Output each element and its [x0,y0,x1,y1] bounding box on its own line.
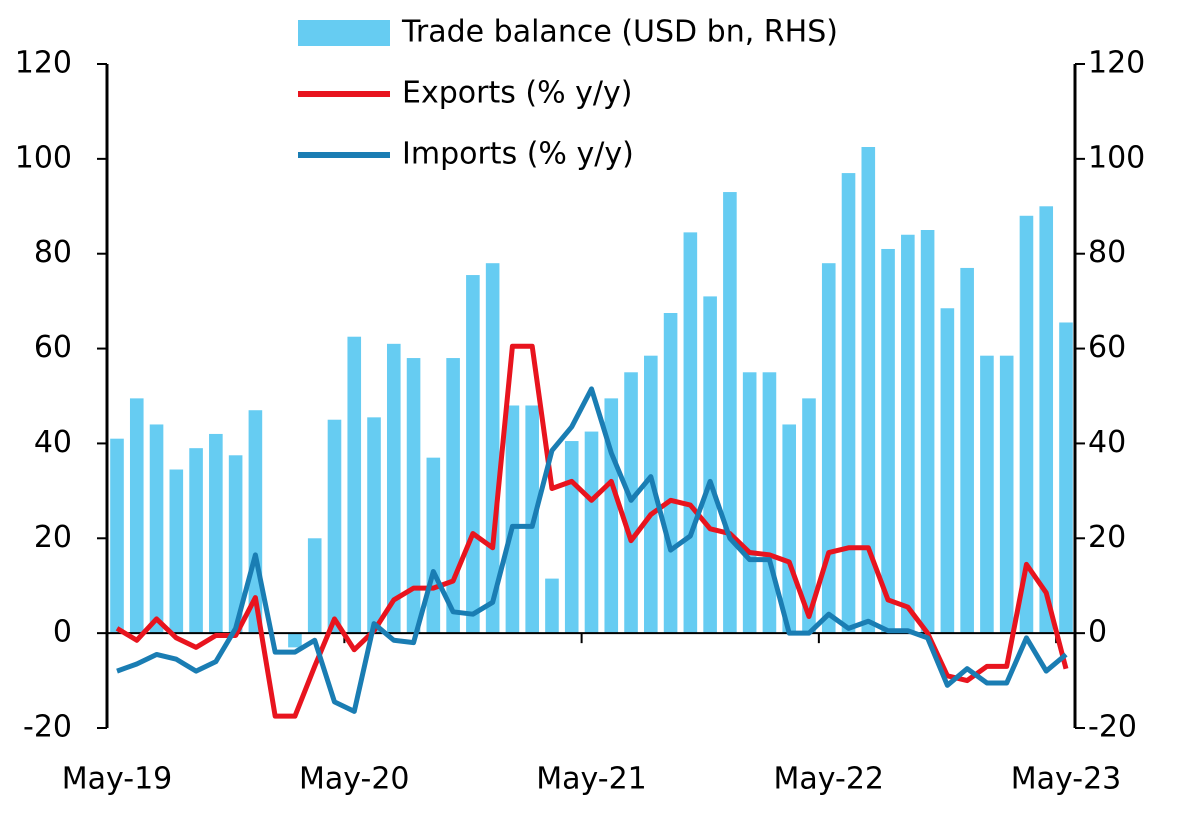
bar [644,355,658,634]
bar [584,431,599,634]
bar [426,457,441,634]
legend-label: Exports (% y/y) [402,76,632,111]
y2-tick-label: 60 [1088,330,1126,365]
y2-tick-label: 100 [1088,140,1145,175]
bar [386,343,401,634]
bar [723,192,737,634]
bar [209,433,223,634]
bar [327,419,342,634]
y-tick-label: 100 [15,140,72,175]
bar [980,355,994,634]
bar [564,441,579,634]
bar [920,230,935,634]
bar [446,358,460,634]
bar [1039,206,1054,634]
line [116,386,1068,714]
legend-label: Imports (% y/y) [402,137,634,172]
bar [288,633,302,648]
bar [841,173,856,634]
bar [802,398,816,634]
y-tick-label: 120 [15,46,72,81]
bar [821,263,836,634]
bar [307,538,322,634]
bar [1059,322,1073,634]
bar [663,313,678,634]
bar [367,417,381,634]
bar [683,232,698,634]
bar [149,424,164,634]
y-tick-label: 0 [53,615,72,650]
x-tick-label: May-19 [62,762,173,797]
bar [999,355,1014,634]
y-tick-label: 60 [34,330,72,365]
bar [881,248,895,634]
legend-label: Trade balance (USD bn, RHS) [401,15,838,50]
bar [347,336,362,634]
x-tick-label: May-21 [536,762,647,797]
bar [129,398,144,634]
y2-tick-label: 120 [1088,46,1145,81]
bar [901,234,915,634]
bar [861,147,876,634]
bar [960,267,974,634]
bar [762,372,777,634]
bar [466,275,480,634]
bar [545,578,559,634]
bar [505,405,520,634]
y2-tick-label: 0 [1088,615,1107,650]
bar [940,308,955,634]
y-tick-label: -20 [23,710,72,745]
y2-tick-label: 80 [1088,235,1126,270]
bar [782,424,797,634]
bar [110,438,124,634]
line [115,343,1069,719]
y2-tick-label: -20 [1088,710,1137,745]
bar [406,358,421,634]
bar [742,372,757,634]
x-tick-label: May-23 [1011,762,1122,797]
bar [169,469,184,634]
bar [703,296,717,634]
y-tick-label: 80 [34,235,72,270]
x-tick-label: May-22 [774,762,885,797]
bar [228,455,243,634]
y2-tick-label: 20 [1088,520,1126,555]
y-tick-label: 40 [34,425,72,460]
bar [1019,215,1034,634]
bar [189,448,203,634]
y2-tick-label: 40 [1088,425,1126,460]
bar [485,263,500,634]
legend-swatch [298,20,390,46]
x-tick-label: May-20 [299,762,410,797]
y-tick-label: 20 [34,520,72,555]
